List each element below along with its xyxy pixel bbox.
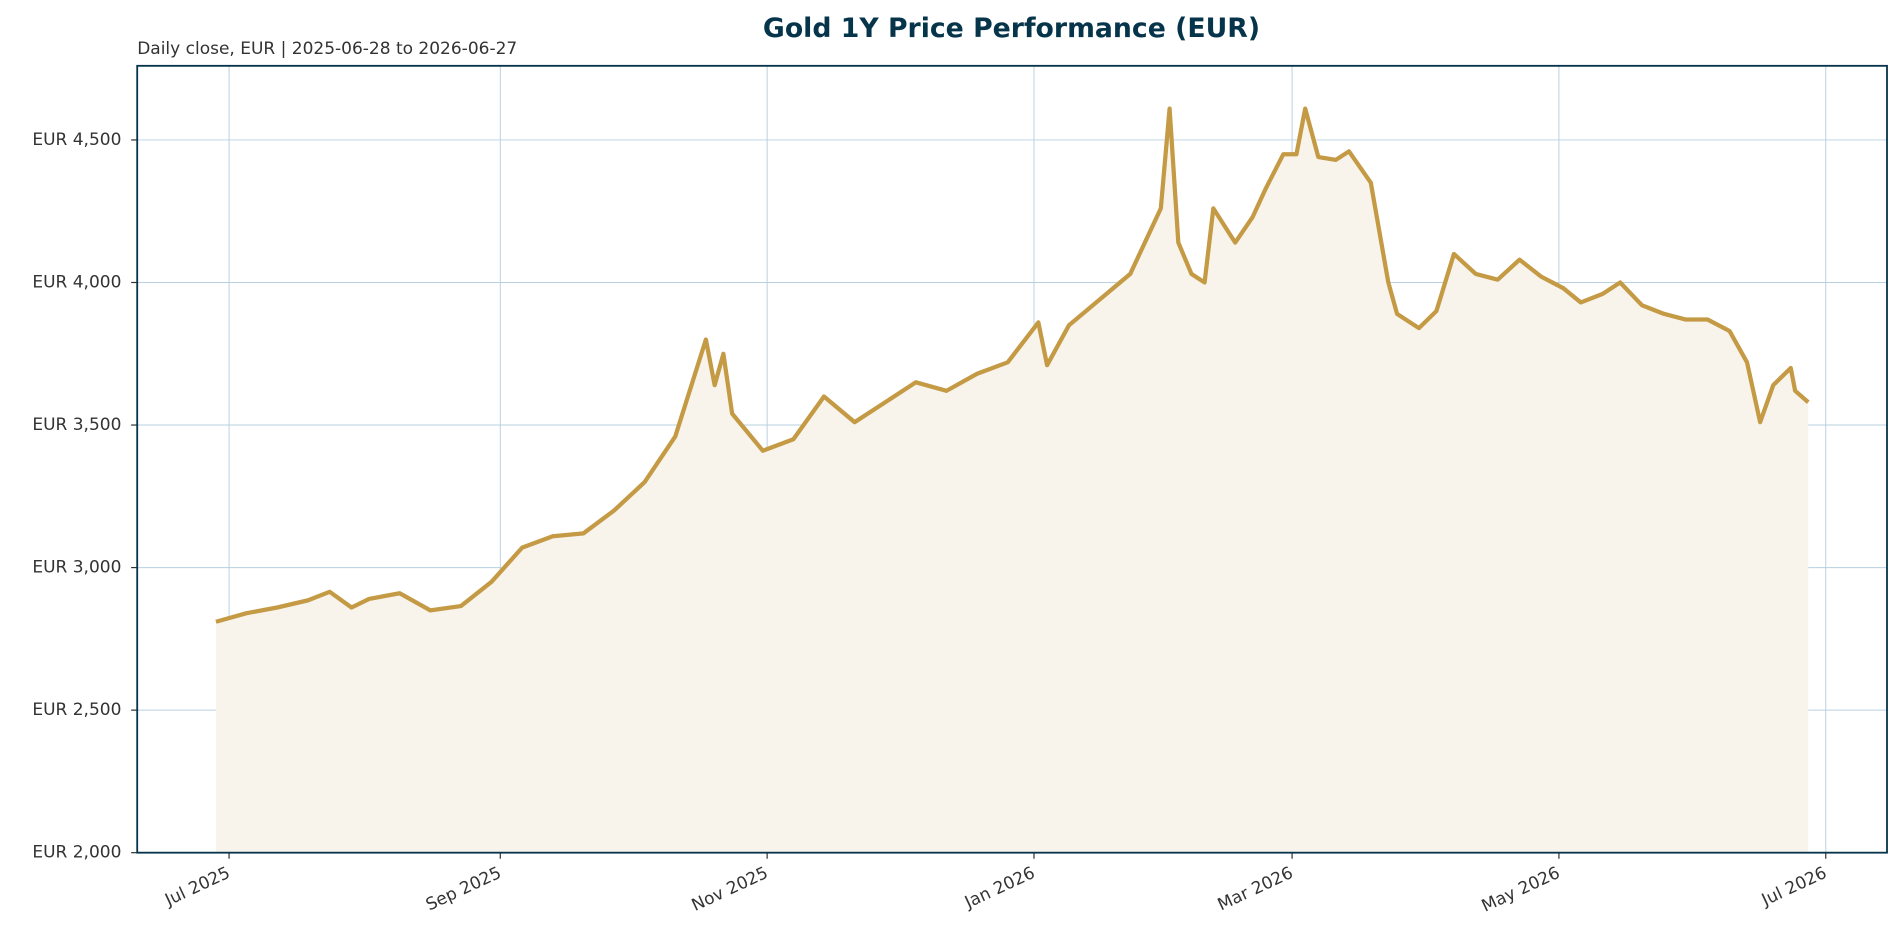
y-tick-label: EUR 4,000 [32, 272, 121, 292]
x-tick-label: Jan 2026 [961, 863, 1038, 913]
chart-subtitle: Daily close, EUR | 2025-06-28 to 2026-06… [137, 39, 517, 59]
y-tick-label: EUR 3,000 [32, 558, 121, 578]
x-tick-label: Jul 2025 [161, 863, 233, 911]
x-tick-label: May 2026 [1479, 863, 1563, 917]
chart-title: Gold 1Y Price Performance (EUR) [763, 13, 1260, 44]
area [215, 108, 1809, 853]
y-tick-label: EUR 3,500 [32, 415, 121, 435]
x-tick-label: Mar 2026 [1215, 863, 1297, 915]
x-tick-label: Nov 2025 [689, 863, 772, 916]
price-line [215, 106, 1810, 624]
plot-frame [136, 64, 1888, 854]
y-tick-label: EUR 4,500 [32, 130, 121, 150]
y-tick-label: EUR 2,000 [32, 843, 121, 863]
x-tick-label: Sep 2025 [423, 863, 505, 915]
x-tick-label: Jul 2026 [1758, 863, 1830, 911]
y-tick-label: EUR 2,500 [32, 700, 121, 720]
